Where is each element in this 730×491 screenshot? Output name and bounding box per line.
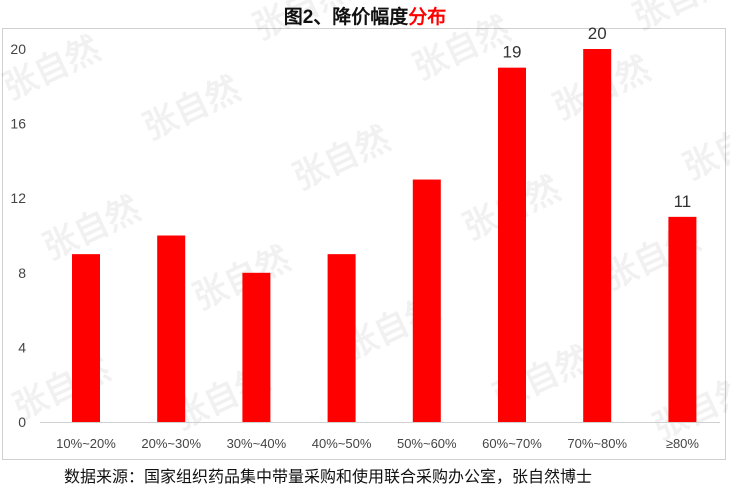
- x-tick-label: 10%~20%: [56, 436, 116, 451]
- bar: [327, 254, 356, 422]
- chart-title: 图2、降价幅度分布: [0, 2, 730, 29]
- source-note: 数据来源：国家组织药品集中带量采购和使用联合采购办公室，张自然博士: [64, 467, 593, 486]
- x-tick-label: 40%~50%: [312, 436, 372, 451]
- x-tick-label: 20%~30%: [141, 436, 201, 451]
- bar: [157, 235, 186, 422]
- y-tick-label: 8: [18, 265, 26, 281]
- bar: [72, 254, 100, 422]
- x-tick-label: 70%~80%: [567, 436, 627, 451]
- y-tick-label: 12: [10, 190, 26, 206]
- bar: [668, 216, 697, 422]
- bar: [242, 272, 271, 422]
- title-main: 图2、降价幅度: [283, 7, 409, 28]
- data-label: 11: [674, 192, 692, 211]
- watermark: 张自然: [677, 109, 730, 187]
- x-tick-label: 50%~60%: [397, 436, 457, 451]
- title-highlight: 分布: [408, 7, 447, 28]
- data-label: 19: [503, 43, 522, 62]
- watermark: 张自然: [137, 69, 246, 147]
- y-tick-label: 20: [10, 41, 26, 57]
- watermark: 张自然: [187, 239, 296, 317]
- bar: [498, 67, 526, 423]
- watermark: 张自然: [287, 119, 396, 197]
- y-tick-label: 16: [10, 116, 26, 132]
- x-tick-label: 60%~70%: [482, 436, 542, 451]
- bar: [412, 179, 441, 422]
- y-tick-label: 4: [18, 339, 26, 355]
- y-tick-label: 0: [18, 414, 26, 430]
- x-tick-label: ≥80%: [666, 436, 700, 451]
- watermark: 张自然: [627, 0, 730, 37]
- watermark: 张自然: [247, 0, 356, 47]
- bar: [583, 49, 612, 422]
- data-label: 20: [588, 24, 607, 43]
- x-tick-label: 30%~40%: [227, 436, 287, 451]
- chart-frame: [2, 28, 726, 460]
